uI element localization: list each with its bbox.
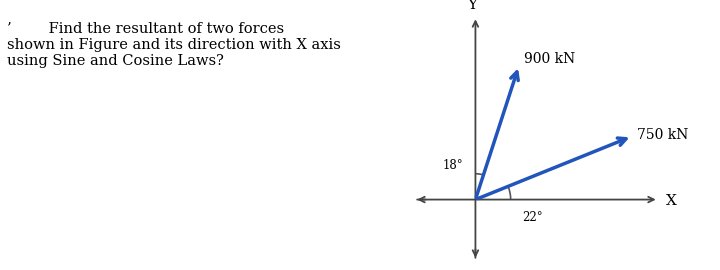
Text: 22°: 22°	[523, 211, 543, 224]
Text: 18°: 18°	[443, 159, 463, 172]
Text: X: X	[665, 194, 677, 208]
Text: 900 kN: 900 kN	[523, 52, 575, 66]
Text: Y: Y	[467, 0, 477, 12]
Text: 750 kN: 750 kN	[637, 128, 688, 141]
Text: ’        Find the resultant of two forces
shown in Figure and its direction with: ’ Find the resultant of two forces shown…	[7, 22, 341, 68]
